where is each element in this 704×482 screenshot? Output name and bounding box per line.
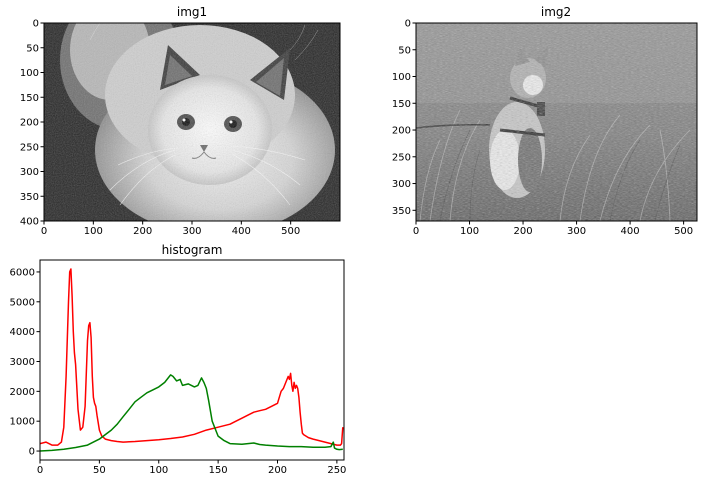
hist-xtick-label: 250 bbox=[327, 465, 346, 476]
title-histogram: histogram bbox=[162, 243, 223, 257]
title-img2: img2 bbox=[541, 5, 571, 19]
img2-ytick-label: 150 bbox=[392, 99, 411, 110]
subplot-img1: img1 bbox=[20, 5, 341, 238]
img1-ytick-label: 100 bbox=[20, 68, 39, 79]
img2-ytick-label: 50 bbox=[398, 45, 411, 56]
img1-ytick-label: 350 bbox=[20, 192, 39, 203]
img1-ytick-label: 150 bbox=[20, 93, 39, 104]
img1-xtick-label: 100 bbox=[84, 226, 103, 237]
hist-ytick-label: 0 bbox=[29, 447, 35, 458]
img2-ytick-label: 100 bbox=[392, 72, 411, 83]
hist-xtick-label: 200 bbox=[268, 465, 287, 476]
ticks-histogram: 0 50 100 150 200 250 0 1000 2000 3000 4000 5000 6000 bbox=[10, 267, 347, 476]
img1-ytick-label: 200 bbox=[20, 118, 39, 129]
img2-xtick-label: 200 bbox=[514, 226, 533, 237]
image-img2 bbox=[416, 23, 697, 221]
ticks-img1: 0 100 200 300 400 500 0 50 100 150 200 250 300 350 400 bbox=[20, 19, 300, 238]
hist-ytick-label: 1000 bbox=[10, 417, 35, 428]
img2-xtick-label: 500 bbox=[674, 226, 693, 237]
img1-xtick-label: 400 bbox=[232, 226, 251, 237]
subplot-img2: img2 bbox=[392, 5, 698, 238]
title-img1: img1 bbox=[177, 5, 207, 19]
img2-ytick-label: 350 bbox=[392, 206, 411, 217]
frame-img2 bbox=[415, 22, 698, 222]
histogram-lines bbox=[40, 268, 344, 452]
img2-xtick-label: 0 bbox=[413, 226, 419, 237]
subplot-histogram: histogram 0 50 100 150 200 250 0 1000 2000 3000 40… bbox=[10, 243, 347, 476]
img1-xtick-label: 500 bbox=[281, 226, 300, 237]
hist-series-0-line bbox=[40, 268, 344, 446]
hist-xtick-label: 50 bbox=[93, 465, 106, 476]
img2-xtick-label: 300 bbox=[567, 226, 586, 237]
img1-ytick-label: 400 bbox=[20, 217, 39, 228]
img1-xtick-label: 300 bbox=[182, 226, 201, 237]
img2-xtick-label: 400 bbox=[621, 226, 640, 237]
img2-xtick-label: 100 bbox=[460, 226, 479, 237]
hist-ytick-label: 2000 bbox=[10, 387, 35, 398]
hist-series-1-line bbox=[40, 374, 343, 452]
hist-xtick-label: 0 bbox=[37, 465, 43, 476]
img1-ytick-label: 0 bbox=[33, 19, 39, 30]
img1-ytick-label: 250 bbox=[20, 142, 39, 153]
hist-ytick-label: 3000 bbox=[10, 357, 35, 368]
img2-ytick-label: 0 bbox=[405, 19, 411, 30]
img2-ytick-label: 300 bbox=[392, 179, 411, 190]
hist-ytick-label: 5000 bbox=[10, 297, 35, 308]
hist-xtick-label: 150 bbox=[209, 465, 228, 476]
img1-xtick-label: 200 bbox=[133, 226, 152, 237]
plot-area-histogram bbox=[40, 260, 344, 460]
image-img1 bbox=[44, 23, 340, 221]
img2-ytick-label: 250 bbox=[392, 152, 411, 163]
frame-histogram bbox=[39, 259, 345, 461]
img1-xtick-label: 0 bbox=[41, 226, 47, 237]
img1-ytick-label: 300 bbox=[20, 167, 39, 178]
ticks-img2: 0 100 200 300 400 500 0 50 100 150 200 250 300 350 bbox=[392, 19, 693, 238]
hist-ytick-label: 4000 bbox=[10, 327, 35, 338]
img2-ytick-label: 200 bbox=[392, 126, 411, 137]
hist-ytick-label: 6000 bbox=[10, 267, 35, 278]
hist-xtick-label: 100 bbox=[149, 465, 168, 476]
img1-ytick-label: 50 bbox=[26, 43, 39, 54]
